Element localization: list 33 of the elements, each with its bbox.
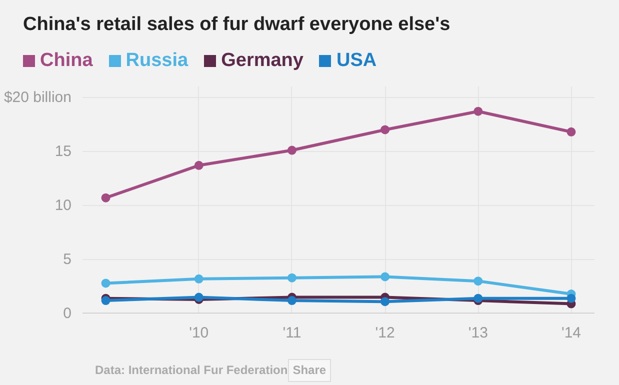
y-tick-label: $20 billion <box>4 88 72 106</box>
point <box>194 274 204 284</box>
legend-label: China <box>39 49 93 73</box>
point <box>566 127 576 136</box>
point <box>101 278 110 288</box>
point <box>194 160 204 170</box>
point <box>566 294 576 303</box>
text: Data: International Fur Federation <box>95 362 288 379</box>
point <box>474 106 483 116</box>
y-tick-label: 10 <box>54 196 72 214</box>
x-tick-label: '14 <box>561 324 582 342</box>
legend-label: Germany <box>220 49 304 73</box>
legend-label: USA <box>335 49 377 73</box>
point <box>287 296 296 306</box>
point <box>287 146 296 155</box>
point <box>101 296 110 306</box>
point <box>380 125 390 134</box>
point <box>380 272 390 282</box>
y-tick-label: 0 <box>63 305 72 322</box>
x-tick-label: '11 <box>282 324 302 342</box>
y-tick-label: 5 <box>63 250 72 268</box>
point <box>474 294 483 303</box>
text: Share <box>288 359 332 382</box>
point <box>474 276 483 286</box>
point <box>101 193 110 202</box>
point <box>380 297 390 306</box>
chart-title: China's retail sales of fur dwarf everyone else's <box>23 13 450 37</box>
x-tick-label: '10 <box>189 324 209 342</box>
x-tick-label: '12 <box>375 324 395 342</box>
point <box>287 273 296 282</box>
legend-label: Russia <box>124 49 188 73</box>
y-tick-label: 15 <box>54 142 72 160</box>
x-tick-label: '13 <box>468 324 488 342</box>
